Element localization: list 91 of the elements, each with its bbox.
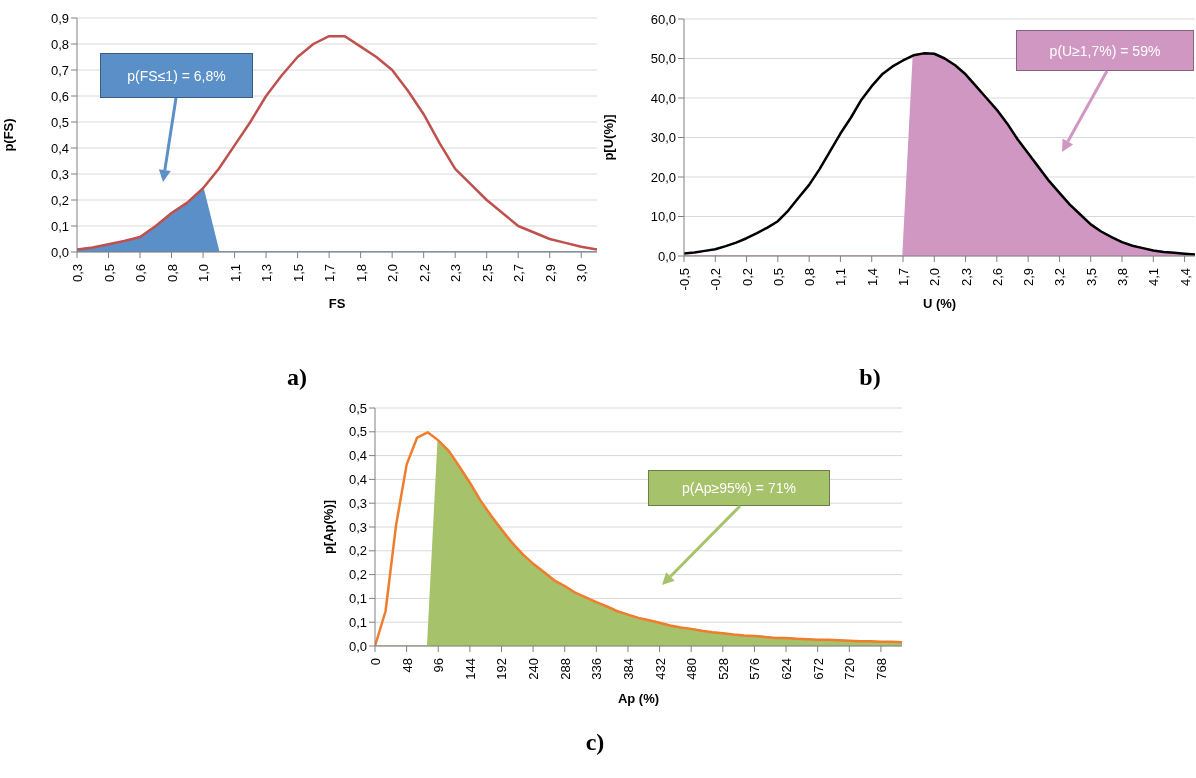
y-tick-label: 0,5 bbox=[348, 424, 367, 440]
x-tick-label: 1,1 bbox=[833, 268, 849, 287]
y-tick-label: 0,1 bbox=[348, 614, 367, 630]
y-axis-title: p[Ap(%)] bbox=[320, 499, 336, 555]
x-tick-label: 720 bbox=[842, 658, 858, 680]
y-tick-label: 0,0 bbox=[50, 244, 69, 260]
y-tick-label: 30,0 bbox=[650, 130, 676, 146]
x-tick-label: 4,1 bbox=[1146, 268, 1162, 287]
y-tick-label: 0,3 bbox=[348, 495, 367, 511]
x-tick-label: 1,5 bbox=[290, 264, 306, 283]
x-tick-label: 624 bbox=[779, 658, 795, 680]
callout-box: p(U≥1,7%) = 59% bbox=[1016, 30, 1194, 71]
y-tick-label: 10,0 bbox=[650, 209, 676, 225]
x-tick-label: 48 bbox=[399, 658, 415, 673]
y-tick-label: 0,1 bbox=[50, 218, 69, 234]
x-tick-label: 96 bbox=[431, 658, 447, 673]
y-tick-label: 40,0 bbox=[650, 90, 676, 106]
y-tick-label: 0,5 bbox=[348, 400, 367, 416]
x-tick-label: 1,1 bbox=[227, 264, 243, 283]
x-tick-label: 3,8 bbox=[1115, 268, 1130, 287]
y-tick-label: 0,4 bbox=[50, 140, 69, 156]
x-tick-label: 4,4 bbox=[1177, 268, 1193, 287]
x-tick-label: 2,7 bbox=[511, 264, 527, 283]
x-tick-label: 3,0 bbox=[574, 264, 590, 283]
x-tick-label: 768 bbox=[873, 658, 889, 680]
x-tick-label: 0,8 bbox=[802, 268, 818, 287]
x-tick-label: 2,2 bbox=[416, 264, 432, 283]
x-tick-label: 528 bbox=[715, 658, 731, 680]
x-tick-label: 336 bbox=[589, 658, 605, 680]
x-tick-label: 1,0 bbox=[196, 264, 212, 283]
x-tick-label: 144 bbox=[462, 658, 478, 680]
x-tick-label: 2,5 bbox=[479, 264, 495, 283]
x-tick-label: 432 bbox=[652, 658, 668, 680]
x-tick-label: 0 bbox=[368, 658, 383, 666]
x-tick-label: 192 bbox=[494, 658, 510, 680]
x-tick-label: 2,9 bbox=[542, 264, 558, 283]
y-axis-title: p(FS) bbox=[0, 118, 16, 152]
x-tick-label: 3,5 bbox=[1083, 268, 1099, 287]
x-tick-label: 2,0 bbox=[385, 264, 401, 283]
x-tick-label: 384 bbox=[620, 658, 636, 680]
x-tick-label: -0,2 bbox=[708, 268, 724, 291]
y-tick-label: 60,0 bbox=[650, 11, 676, 27]
x-tick-label: 480 bbox=[684, 658, 700, 680]
callout-box: p(FS≤1) = 6,8% bbox=[100, 53, 253, 98]
x-tick-label: 3,2 bbox=[1052, 268, 1068, 287]
x-tick-label: 0,5 bbox=[101, 264, 117, 283]
x-tick-label: 2,3 bbox=[958, 268, 974, 287]
x-tick-label: 0,6 bbox=[133, 264, 149, 283]
x-tick-label: 0,2 bbox=[739, 268, 755, 287]
x-tick-label: 0,3 bbox=[70, 264, 85, 283]
x-tick-label: 1,8 bbox=[353, 264, 369, 283]
y-axis-title: p[U(%)] bbox=[600, 114, 616, 161]
x-tick-label: 2,6 bbox=[989, 268, 1005, 287]
x-tick-label: 288 bbox=[557, 658, 573, 680]
y-tick-label: 0,8 bbox=[50, 36, 69, 52]
x-tick-label: -0,5 bbox=[677, 268, 692, 291]
x-axis-title: FS bbox=[328, 296, 346, 311]
x-axis-title: U (%) bbox=[922, 296, 957, 311]
y-tick-label: 0,4 bbox=[348, 472, 367, 488]
x-tick-label: 672 bbox=[810, 658, 826, 680]
y-tick-label: 20,0 bbox=[650, 169, 676, 185]
callout-box: p(Ap≥95%) = 71% bbox=[648, 470, 830, 506]
y-tick-label: 0,0 bbox=[657, 248, 676, 264]
y-tick-label: 0,1 bbox=[348, 591, 367, 607]
y-tick-label: 0,2 bbox=[348, 543, 367, 559]
y-tick-label: 0,2 bbox=[50, 192, 69, 208]
x-tick-label: 0,8 bbox=[164, 264, 180, 283]
y-tick-label: 50,0 bbox=[650, 51, 676, 67]
y-tick-label: 0,0 bbox=[348, 638, 367, 654]
y-tick-label: 0,7 bbox=[50, 62, 69, 78]
x-tick-label: 1,7 bbox=[322, 264, 338, 283]
text: c) bbox=[584, 729, 606, 756]
text: b) bbox=[858, 364, 882, 391]
x-axis-title: Ap (%) bbox=[617, 691, 660, 706]
y-tick-label: 0,5 bbox=[50, 114, 69, 130]
x-tick-label: 1,7 bbox=[896, 268, 911, 287]
x-tick-label: 2,0 bbox=[927, 268, 943, 287]
x-tick-label: 2,3 bbox=[448, 264, 464, 283]
y-tick-label: 0,2 bbox=[348, 567, 367, 583]
x-tick-label: 1,3 bbox=[259, 264, 275, 283]
x-tick-label: 240 bbox=[526, 658, 542, 680]
x-tick-label: 2,9 bbox=[1021, 268, 1037, 287]
text: a) bbox=[286, 364, 308, 391]
y-tick-label: 0,3 bbox=[348, 519, 367, 535]
y-tick-label: 0,9 bbox=[50, 10, 69, 26]
y-tick-label: 0,4 bbox=[348, 448, 367, 464]
x-tick-label: 576 bbox=[747, 658, 763, 680]
y-tick-label: 0,6 bbox=[50, 88, 69, 104]
y-tick-label: 0,3 bbox=[50, 166, 69, 182]
x-tick-label: 0,5 bbox=[770, 268, 786, 287]
x-tick-label: 1,4 bbox=[864, 268, 880, 287]
